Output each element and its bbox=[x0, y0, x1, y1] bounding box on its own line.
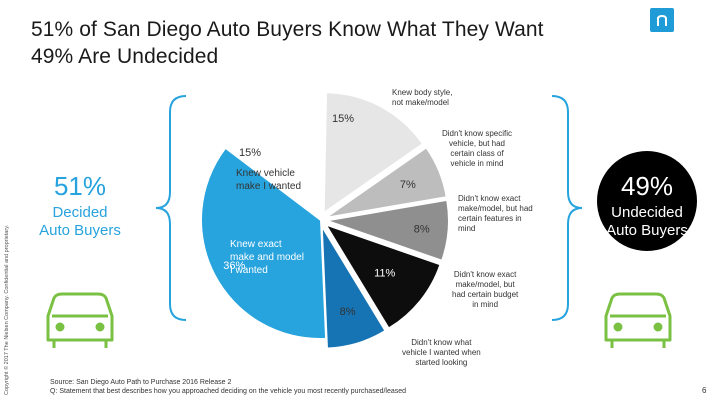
pie-slice-label: 15% bbox=[332, 113, 354, 125]
annotation-body-style-2: not make/model bbox=[392, 98, 449, 107]
annotation-unknown: Didn't know what vehicle I wanted when s… bbox=[402, 338, 481, 368]
annotation-unknown-3: started looking bbox=[415, 358, 468, 367]
annotation-features-4: mind bbox=[458, 224, 476, 233]
pie-slice-label: 8% bbox=[340, 306, 356, 318]
pie-slice bbox=[329, 201, 448, 260]
pie-slice-label: 7% bbox=[400, 179, 416, 191]
source-line-2: Q: Statement that best describes how you… bbox=[50, 388, 407, 395]
inner-label-make-model-3: I wanted bbox=[230, 265, 268, 276]
pie-slice-label: 36% bbox=[223, 260, 245, 272]
inner-label-make-2: make I wanted bbox=[236, 181, 301, 192]
annotation-features-3: certain features in bbox=[458, 214, 522, 223]
decided-percent: 51% bbox=[53, 171, 107, 201]
pie-slice bbox=[322, 229, 385, 348]
annotation-features: Didn't know exact make/model, but had ce… bbox=[458, 194, 533, 234]
annotation-unknown-1: Didn't know what bbox=[411, 338, 472, 347]
nielsen-logo-icon bbox=[650, 8, 674, 32]
decided-sublabel: Auto Buyers bbox=[39, 222, 121, 239]
title-line-1: 51% of San Diego Auto Buyers Know What T… bbox=[31, 18, 544, 41]
annotation-budget: Didn't know exact make/model, but had ce… bbox=[452, 270, 518, 310]
undecided-circle bbox=[597, 151, 697, 251]
annotation-budget-4: in mind bbox=[472, 300, 499, 309]
inner-label-make: Knew vehicle make I wanted bbox=[236, 168, 301, 192]
undecided-percent: 49% bbox=[620, 171, 674, 201]
pie-slice-label: 8% bbox=[414, 223, 430, 235]
undecided-sublabel: Auto Buyers bbox=[606, 222, 688, 239]
annotation-budget-3: had certain budget bbox=[452, 290, 519, 299]
annotation-class-1: Didn't know specific bbox=[442, 129, 512, 138]
pie-slice bbox=[225, 101, 323, 221]
pie-slice bbox=[329, 148, 446, 217]
page-number: 6 bbox=[702, 386, 707, 395]
slide-title: 51% of San Diego Auto Buyers Know What T… bbox=[31, 16, 544, 70]
title-line-2: 49% Are Undecided bbox=[31, 45, 219, 68]
annotation-budget-2: make/model, but bbox=[455, 280, 515, 289]
pie-slice bbox=[324, 93, 422, 212]
source-line-1: Source: San Diego Auto Path to Purchase … bbox=[50, 379, 232, 386]
annotation-features-2: make/model, but had bbox=[458, 204, 533, 213]
pie-slice bbox=[202, 148, 326, 339]
left-brace bbox=[155, 95, 187, 321]
annotation-unknown-2: vehicle I wanted when bbox=[402, 348, 481, 357]
pie-slice-label: 15% bbox=[239, 147, 261, 159]
car-icon-right bbox=[604, 292, 672, 348]
pie-percent-labels: 15% 7% 8% 11% 8% 36% 15% bbox=[223, 113, 430, 318]
inner-label-make-1: Knew vehicle bbox=[236, 168, 295, 179]
source-note: Source: San Diego Auto Path to Purchase … bbox=[50, 378, 406, 396]
inner-label-make-model-2: make and model bbox=[230, 252, 304, 263]
annotation-features-1: Didn't know exact bbox=[458, 194, 521, 203]
car-icon-left bbox=[46, 292, 114, 348]
pie-slice-label: 11% bbox=[374, 267, 395, 279]
decided-label: Decided bbox=[52, 204, 108, 221]
inner-label-make-model: Knew exact make and model I wanted bbox=[230, 239, 307, 276]
annotation-budget-1: Didn't know exact bbox=[453, 270, 517, 279]
right-brace bbox=[551, 95, 583, 321]
annotation-class-3: certain class of bbox=[450, 149, 504, 158]
undecided-label: Undecided bbox=[611, 204, 683, 221]
annotation-body-style-1: Knew body style, bbox=[392, 88, 453, 97]
pie-chart bbox=[202, 93, 448, 348]
annotation-class-4: vehicle in mind bbox=[450, 159, 504, 168]
pie-slice bbox=[327, 226, 440, 328]
inner-label-make-model-1: Knew exact bbox=[230, 239, 282, 250]
annotation-class: Didn't know specific vehicle, but had ce… bbox=[442, 129, 512, 169]
annotation-class-2: vehicle, but had bbox=[448, 139, 506, 148]
annotation-body-style: Knew body style, not make/model bbox=[392, 88, 452, 108]
